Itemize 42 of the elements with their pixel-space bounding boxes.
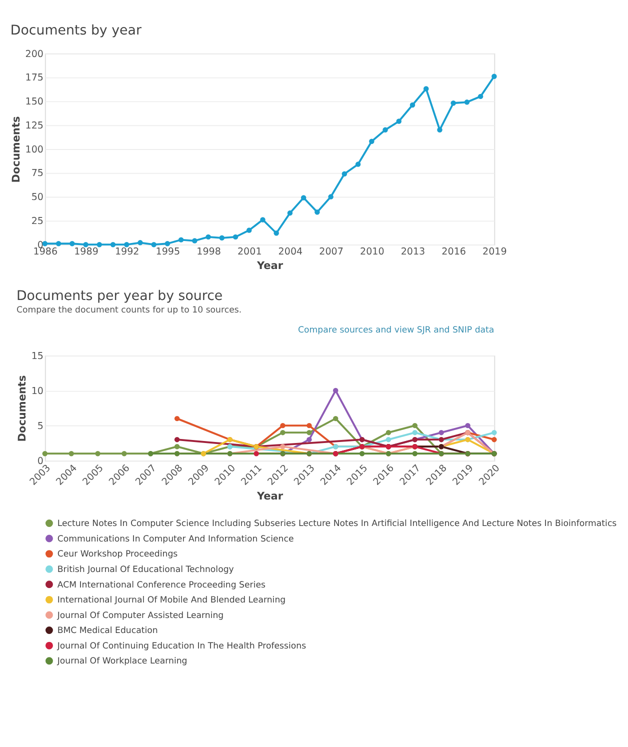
y-tick-label: 10 [31, 386, 44, 397]
y-tick-label: 100 [25, 144, 44, 156]
chart-title: Documents by year [10, 23, 142, 38]
chart-title: Documents per year by source [16, 289, 223, 304]
y-tick-label: 125 [25, 120, 44, 132]
legend-label: International Journal Of Mobile And Blended Learning [57, 596, 286, 606]
legend-label: ACM International Conference Proceeding Series [57, 580, 266, 590]
x-axis-title: Year [256, 490, 284, 502]
x-tick-label: 2007 [319, 246, 344, 258]
text: Compare sources and view SJR and SNIP data [298, 326, 494, 336]
legend-label: Ceur Workshop Proceedings [57, 550, 178, 560]
y-tick-label: 25 [31, 216, 44, 228]
y-axis-title: Documents [10, 116, 23, 183]
legend-label: British Journal Of Educational Technology [57, 564, 234, 575]
x-tick-label: 1992 [114, 246, 140, 258]
y-tick-label: 200 [25, 48, 44, 60]
x-tick-label: 2016 [442, 246, 466, 258]
y-tick-label: 0 [37, 456, 44, 467]
y-tick-label: 175 [25, 72, 44, 84]
x-tick-label: 2019 [482, 246, 507, 258]
x-tick-label: 2010 [360, 246, 384, 258]
x-tick-label: 1989 [74, 246, 98, 258]
legend-label: Journal Of Computer Assisted Learning [56, 610, 224, 621]
x-tick-label: 2013 [400, 246, 426, 258]
chart-subtitle: Compare the document counts for up to 10 sources. [16, 305, 242, 316]
legend-label: BMC Medical Education [57, 626, 158, 636]
x-tick-label: 1995 [156, 246, 180, 258]
y-axis-title: Documents [16, 375, 29, 442]
y-tick-label: 150 [25, 96, 44, 108]
x-tick-label: 2004 [278, 246, 303, 258]
legend-label: Journal Of Continuing Education In The Health Professions [56, 641, 307, 652]
x-axis-title: Year [256, 260, 284, 272]
x-tick-label: 1998 [196, 246, 221, 258]
y-tick-label: 50 [31, 192, 44, 204]
legend-label: Communications In Computer And Information Science [57, 534, 294, 544]
y-tick-label: 75 [31, 168, 44, 180]
x-tick-label: 2001 [237, 246, 262, 258]
legend-label: Journal Of Workplace Learning [56, 656, 188, 667]
y-tick-label: 15 [31, 350, 44, 362]
y-tick-label: 5 [37, 420, 44, 432]
x-tick-label: 1986 [33, 246, 58, 258]
legend-label: Lecture Notes In Computer Science Including Subseries Lecture Notes In Artificial Intelligence And Lecture Notes In Bioinformatics [57, 519, 618, 530]
